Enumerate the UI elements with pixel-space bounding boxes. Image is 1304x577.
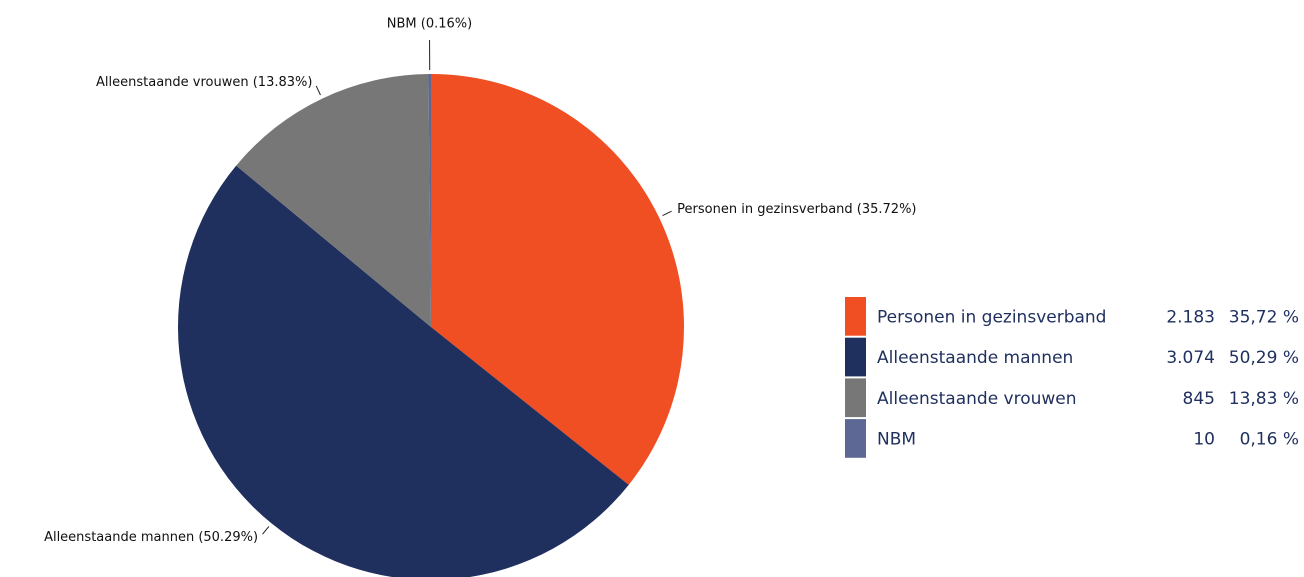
legend-percent: 0,16 %	[1240, 429, 1299, 449]
legend-percent: 13,83 %	[1229, 389, 1299, 409]
legend-swatch	[845, 297, 866, 336]
slice-label: NBM (0.16%)	[387, 17, 472, 32]
legend-swatch	[845, 378, 866, 418]
legend-swatch	[845, 419, 866, 458]
legend-count: 845	[1183, 389, 1215, 409]
slice-label: Personen in gezinsverband (35.72%)	[677, 202, 916, 217]
legend-name: Alleenstaande mannen	[877, 348, 1073, 368]
slice-label: Alleenstaande vrouwen (13.83%)	[96, 75, 312, 90]
legend-name: Personen in gezinsverband	[877, 307, 1106, 327]
legend-percent: 35,72 %	[1229, 307, 1299, 327]
legend-percent: 50,29 %	[1229, 348, 1299, 368]
legend-count: 2.183	[1166, 307, 1215, 327]
pie-slice	[431, 74, 685, 485]
slice-label: Alleenstaande mannen (50.29%)	[44, 530, 258, 545]
legend-count: 10	[1193, 429, 1215, 449]
legend-count: 3.074	[1166, 348, 1215, 368]
legend-name: NBM	[877, 429, 916, 449]
leader-line	[662, 210, 672, 216]
legend-name: Alleenstaande vrouwen	[877, 389, 1077, 409]
pie-slice	[178, 165, 629, 577]
leader-line	[262, 526, 270, 535]
pie-slice	[236, 74, 431, 327]
pie-slice	[428, 74, 431, 327]
legend-swatch	[845, 337, 866, 377]
leader-line	[315, 85, 321, 96]
